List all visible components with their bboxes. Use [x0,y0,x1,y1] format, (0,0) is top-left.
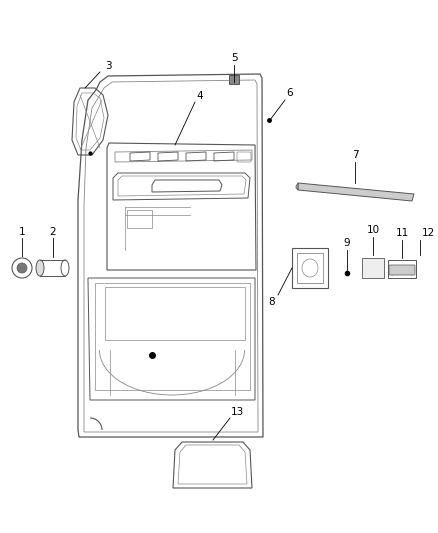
FancyBboxPatch shape [229,75,239,84]
Text: 3: 3 [105,61,111,71]
Text: 9: 9 [344,238,350,248]
FancyBboxPatch shape [389,265,415,275]
Text: 4: 4 [197,91,203,101]
FancyBboxPatch shape [362,258,384,278]
Text: 12: 12 [421,228,434,238]
Text: 2: 2 [49,227,57,237]
Text: 11: 11 [396,228,409,238]
Text: 5: 5 [231,53,237,63]
Polygon shape [296,183,298,190]
Text: 8: 8 [268,297,276,307]
Text: 1: 1 [19,227,25,237]
Text: 6: 6 [287,88,293,98]
Polygon shape [298,183,414,201]
Ellipse shape [36,260,44,276]
Text: 7: 7 [352,150,358,160]
Circle shape [17,263,27,273]
Text: 13: 13 [230,407,244,417]
Text: 10: 10 [367,225,380,235]
